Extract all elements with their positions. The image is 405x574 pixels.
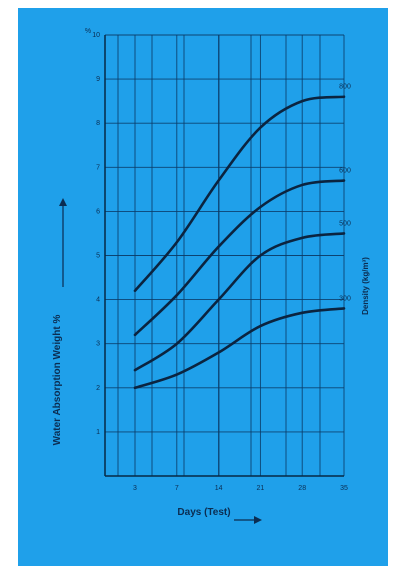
y-tick-label: 2: [96, 385, 100, 392]
series-label-500: 500: [339, 220, 351, 227]
series-lines: [133, 95, 346, 390]
axes: [104, 35, 344, 477]
x-axis-arrow-head-icon: [254, 516, 262, 524]
series-line-600: [133, 179, 346, 337]
series-label-600: 600: [339, 168, 351, 175]
x-tick-label: 35: [340, 485, 348, 492]
y-axis-title: Water Absorption Weight %: [52, 315, 63, 446]
y-tick-label: 7: [96, 164, 100, 171]
series-line-500: [133, 232, 346, 372]
y-tick-label: 5: [96, 253, 100, 260]
y-tick-label: 8: [96, 120, 100, 127]
series-label-800: 800: [339, 84, 351, 91]
y-tick-label: 9: [96, 76, 100, 83]
y-axis-unit-label: %: [85, 28, 91, 35]
x-tick-label: 28: [298, 485, 306, 492]
y-tick-label: 6: [96, 208, 100, 215]
y-tick-label: 4: [96, 297, 100, 304]
series-line-300: [133, 307, 346, 390]
grid: [105, 34, 345, 476]
x-tick-label: 3: [133, 485, 137, 492]
x-tick-label: 7: [175, 485, 179, 492]
figure-panel: 1 2 3 4 5 6 7 8 9 10 3 7 14 21 28 35 800 600 500 300 % Wat…: [18, 8, 388, 566]
y-tick-label: 10: [92, 32, 100, 39]
x-tick-label: 21: [257, 485, 265, 492]
x-tick-label: 14: [215, 485, 223, 492]
x-axis-title: Days (Test): [177, 507, 230, 518]
series-label-300: 300: [339, 295, 351, 302]
line-chart: 1 2 3 4 5 6 7 8 9 10 3 7 14 21 28 35 800 600 500 300 % Wat…: [52, 28, 370, 524]
y-tick-label: 3: [96, 341, 100, 348]
tick-labels: 1 2 3 4 5 6 7 8 9 10 3 7 14 21 28 35: [92, 32, 348, 492]
y-axis-arrow-head-icon: [59, 198, 67, 206]
series-labels: 800 600 500 300: [339, 84, 351, 303]
y-tick-label: 1: [96, 429, 100, 436]
series-line-800: [133, 95, 346, 293]
density-axis-title: Density (kg/m³): [361, 257, 370, 315]
